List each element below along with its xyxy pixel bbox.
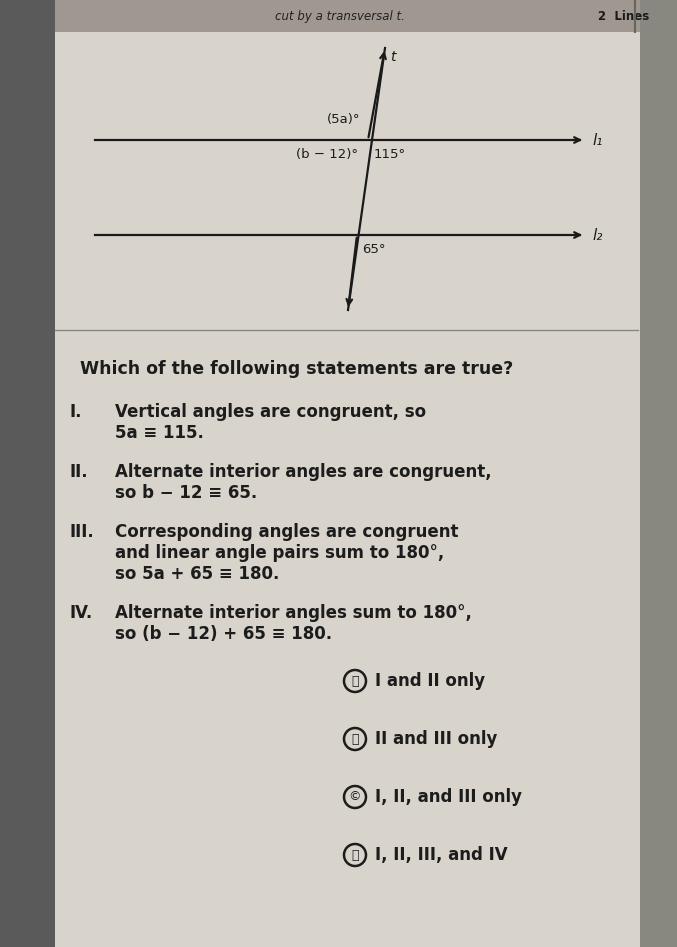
- Text: ©: ©: [349, 791, 362, 803]
- Text: 115°: 115°: [374, 148, 406, 161]
- Text: Alternate interior angles sum to 180°,: Alternate interior angles sum to 180°,: [115, 604, 472, 622]
- Text: (5a)°: (5a)°: [326, 113, 360, 126]
- Text: (b − 12)°: (b − 12)°: [296, 148, 358, 161]
- Text: t: t: [390, 50, 395, 64]
- Bar: [55, 0, 640, 947]
- Text: I, II, and III only: I, II, and III only: [375, 788, 522, 806]
- Bar: [640, 0, 677, 947]
- Text: II.: II.: [70, 463, 89, 481]
- Text: so (b − 12) + 65 ≡ 180.: so (b − 12) + 65 ≡ 180.: [115, 625, 332, 643]
- Text: Corresponding angles are congruent: Corresponding angles are congruent: [115, 523, 458, 541]
- Text: 65°: 65°: [362, 243, 385, 256]
- Bar: [0, 0, 55, 947]
- Text: Vertical angles are congruent, so: Vertical angles are congruent, so: [115, 403, 426, 421]
- Text: Ⓐ: Ⓐ: [351, 674, 359, 688]
- Text: I and II only: I and II only: [375, 672, 485, 690]
- Text: so 5a + 65 ≡ 180.: so 5a + 65 ≡ 180.: [115, 565, 280, 583]
- Text: Which of the following statements are true?: Which of the following statements are tr…: [80, 360, 513, 378]
- Text: and linear angle pairs sum to 180°,: and linear angle pairs sum to 180°,: [115, 544, 444, 562]
- Text: ⓓ: ⓓ: [351, 849, 359, 862]
- Text: II and III only: II and III only: [375, 730, 498, 748]
- Text: 5a ≡ 115.: 5a ≡ 115.: [115, 424, 204, 442]
- Text: cut by a transversal t.: cut by a transversal t.: [275, 9, 405, 23]
- Text: I.: I.: [70, 403, 83, 421]
- Text: l₁: l₁: [592, 133, 603, 148]
- Text: IV.: IV.: [70, 604, 93, 622]
- Text: III.: III.: [70, 523, 95, 541]
- Text: so b − 12 ≡ 65.: so b − 12 ≡ 65.: [115, 484, 257, 502]
- Text: ⓑ: ⓑ: [351, 732, 359, 745]
- Text: l₂: l₂: [592, 227, 603, 242]
- Text: I, II, III, and IV: I, II, III, and IV: [375, 846, 508, 864]
- Text: Alternate interior angles are congruent,: Alternate interior angles are congruent,: [115, 463, 492, 481]
- Text: 2  Lines: 2 Lines: [598, 9, 649, 23]
- Bar: [55, 0, 640, 32]
